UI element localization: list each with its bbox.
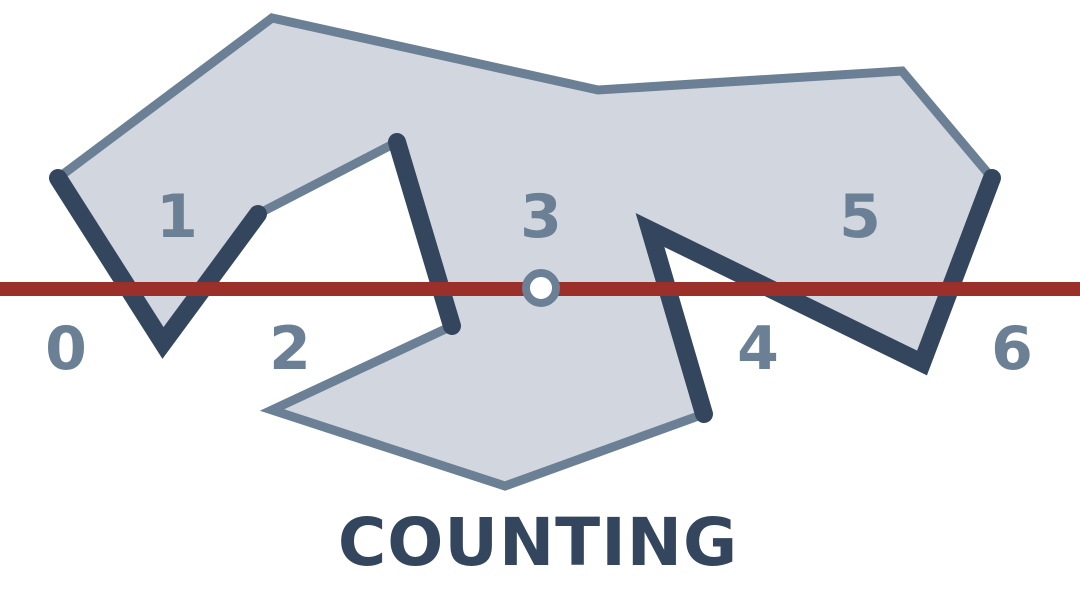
test-point <box>522 269 560 307</box>
polygon-shape <box>51 13 998 491</box>
region-label-4: 4 <box>737 314 779 384</box>
region-label-6: 6 <box>991 314 1033 384</box>
region-label-1: 1 <box>156 182 198 252</box>
region-label-5: 5 <box>839 182 881 252</box>
region-label-3: 3 <box>520 182 562 252</box>
region-label-2: 2 <box>269 314 311 384</box>
diagram-title: COUNTING <box>338 504 738 581</box>
crossing-edge-left-v <box>49 169 267 359</box>
crossing-edge-right-z <box>635 169 1001 423</box>
region-label-0: 0 <box>45 314 87 384</box>
